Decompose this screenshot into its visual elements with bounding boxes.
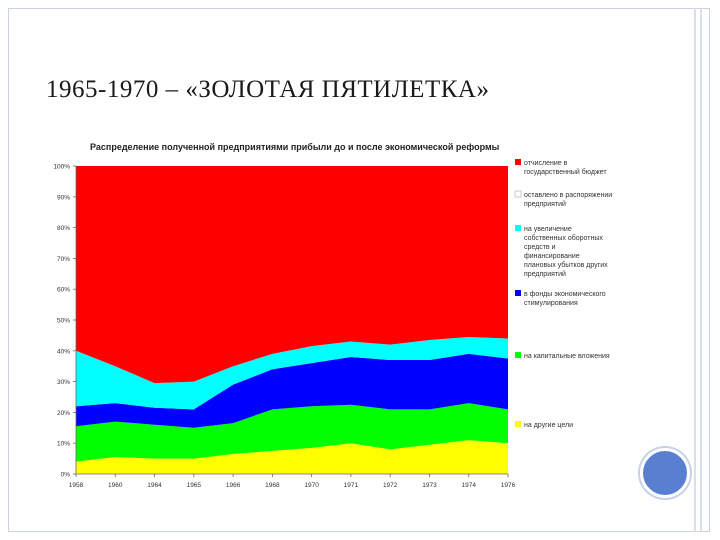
area-series-5 (76, 166, 508, 384)
x-tick-label: 1968 (265, 482, 280, 489)
legend-label: в фонды экономического (524, 291, 606, 298)
y-tick-label: 60% (57, 287, 70, 294)
legend-swatch (515, 225, 521, 231)
x-tick-label: 1970 (304, 482, 319, 489)
legend-label: на другие цели (524, 422, 573, 429)
legend-label: собственных оборотных (524, 234, 603, 242)
y-tick-label: 30% (57, 379, 70, 386)
legend-label: финансирование (524, 253, 580, 260)
legend-label: предприятий (524, 200, 566, 208)
x-tick-label: 1972 (383, 482, 398, 489)
area-series-1 (76, 403, 508, 462)
legend-swatch (515, 421, 521, 427)
legend-label: оставлено в распоряжении (524, 192, 612, 199)
legend-swatch (515, 290, 521, 296)
x-tick-label: 1964 (147, 482, 162, 489)
x-tick-label: 1960 (108, 482, 123, 489)
x-tick-label: 1965 (187, 482, 202, 489)
axes-group: 0% 10% 20% 30% 40% 50% 60% 70% 80% 90% 100% 1958 196… (53, 164, 515, 490)
slide-title: 1965-1970 – «ЗОЛОТАЯ ПЯТИЛЕТКА» (46, 76, 490, 103)
x-tick-label: 1958 (69, 482, 84, 489)
y-tick-label: 90% (57, 194, 70, 201)
legend-label: отчисление в (524, 160, 568, 167)
area-series-0 (76, 440, 508, 474)
y-tick-label: 50% (57, 318, 70, 325)
decorative-circle (640, 448, 690, 498)
y-tick-label: 100% (53, 164, 70, 171)
legend-swatch (515, 352, 521, 358)
x-tick-label: 1973 (422, 482, 437, 489)
x-tick-label: 1966 (226, 482, 241, 489)
y-tick-label: 70% (57, 256, 70, 263)
area-series-3 (76, 336, 508, 410)
x-tick-label: 1971 (344, 482, 359, 489)
slide-frame (8, 8, 710, 532)
x-tick-label: 1976 (501, 482, 516, 489)
chart-title: Распределение полученной предприятиями п… (90, 142, 500, 152)
legend-label: государственный бюджет (524, 168, 607, 176)
legend-swatch (514, 190, 522, 198)
legend-label: стимулирования (524, 300, 578, 307)
y-tick-label: 40% (57, 348, 70, 355)
y-tick-label: 0% (61, 472, 71, 479)
legend-swatch (515, 159, 521, 165)
y-tick-label: 10% (57, 441, 70, 448)
legend-label: предприятий (524, 270, 566, 278)
x-tick-label: 1974 (461, 482, 476, 489)
legend-label: на увеличение (524, 226, 572, 233)
legend-label: на капитальные вложения (524, 353, 610, 360)
y-tick-label: 80% (57, 225, 70, 232)
y-tick-label: 20% (57, 410, 70, 417)
decorative-stripe (694, 8, 696, 532)
legend-label: плановых убытков других (524, 261, 608, 269)
legend-label: средств и (524, 244, 556, 251)
decorative-stripe (700, 8, 702, 532)
areas-group (76, 166, 508, 474)
area-series-2 (76, 353, 508, 428)
